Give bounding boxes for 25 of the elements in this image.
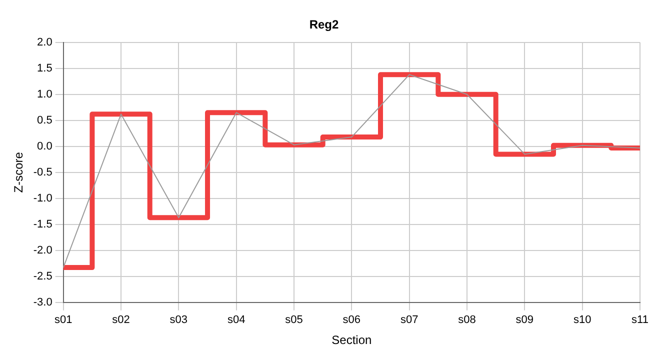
- x-tick-label: s08: [458, 314, 476, 326]
- x-tick-label: s04: [227, 314, 246, 326]
- y-tick-label: -2.0: [33, 244, 52, 256]
- y-tick-label: -3.0: [33, 296, 52, 308]
- y-tick-label: 2.0: [37, 36, 52, 48]
- y-tick-label: 0.5: [37, 114, 52, 126]
- x-tick-label: s05: [285, 314, 303, 326]
- x-tick-label: s07: [400, 314, 418, 326]
- y-tick-label: -2.5: [33, 270, 52, 282]
- y-tick-label: -1.0: [33, 192, 52, 204]
- x-tick-label: s03: [170, 314, 188, 326]
- y-tick-label: 1.0: [37, 88, 52, 100]
- x-tick-label: s01: [54, 314, 72, 326]
- y-tick-label: -0.5: [33, 166, 52, 178]
- x-tick-label: s06: [342, 314, 361, 326]
- x-tick-label: s11: [632, 314, 648, 326]
- x-tick-label: s02: [112, 314, 130, 326]
- x-tick-label: s10: [573, 314, 592, 326]
- y-tick-label: 0.0: [37, 140, 52, 152]
- chart-title: Reg2: [309, 18, 339, 32]
- x-axis-title: Section: [332, 333, 372, 348]
- y-tick-label: -1.5: [33, 218, 52, 230]
- y-tick-label: 1.5: [37, 62, 52, 74]
- y-axis-title: Z-score: [12, 152, 26, 193]
- x-tick-label: s09: [516, 314, 534, 326]
